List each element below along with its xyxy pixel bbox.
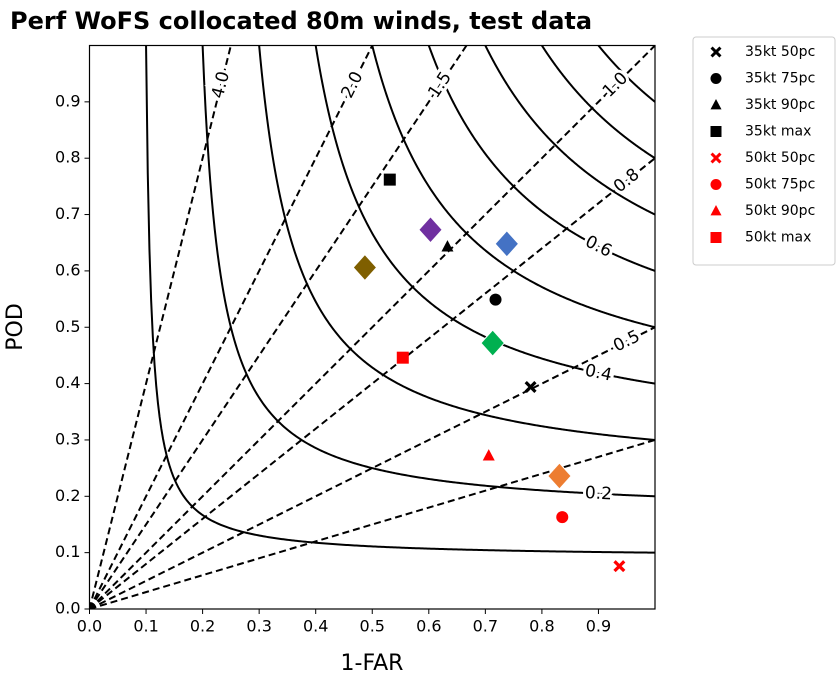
point [482,449,495,461]
bias-line [89,45,468,609]
y-tick-label: 0.3 [55,429,80,448]
chart-title: Perf WoFS collocated 80m winds, test dat… [10,7,592,35]
plot-area [89,45,655,609]
bias-label: 4.0 [208,69,234,100]
csi-contour [314,45,655,385]
y-tick-label: 0.2 [55,486,80,505]
x-tick-label: 0.1 [133,617,158,636]
legend-label: 50kt 75pc [745,177,815,193]
y-tick-label: 0.5 [55,317,80,336]
legend-label: 50kt 90pc [745,203,815,219]
point [547,462,572,490]
x-tick-label: 0.6 [416,617,441,636]
legend-label: 35kt 50pc [745,44,815,60]
csi-contour [597,45,655,103]
legend-label: 35kt max [745,124,811,140]
csi-contour [258,45,655,441]
point [524,380,537,393]
point [613,560,626,573]
x-tick-label: 0.4 [303,617,328,636]
x-tick-label: 0.8 [529,617,554,636]
csi-label: 0.4 [583,361,614,386]
legend-label: 35kt 75pc [745,71,815,87]
point [441,240,454,252]
bias-label: 2.0 [337,68,367,101]
y-tick-label: 0.0 [55,599,80,618]
point [352,253,378,282]
legend-marker [710,232,722,243]
bias-label: 1.0 [599,68,632,101]
point [489,293,502,306]
x-tick-label: 0.7 [473,617,498,636]
csi-label: 0.6 [582,232,615,262]
csi-contour [145,45,655,554]
legend-marker [710,73,722,84]
point [480,329,506,357]
y-tick-label: 0.6 [55,260,80,279]
point [396,351,409,364]
bias-line [89,157,655,609]
legend-label: 35kt 90pc [745,97,815,113]
y-tick-label: 0.7 [55,204,80,223]
legend-marker [710,152,722,164]
legend-box [692,36,836,266]
y-tick-label: 0.4 [55,373,80,392]
csi-label: 0.2 [584,483,612,504]
y-tick-label: 0.9 [55,91,80,110]
legend-marker [710,204,722,216]
point [494,230,520,258]
point [383,173,396,186]
y-tick-label: 0.8 [55,148,80,167]
csi-contour [541,45,655,160]
csi-contour [427,45,655,272]
point [556,511,569,524]
x-tick-label: 0.0 [77,617,102,636]
x-tick-label: 0.5 [360,617,385,636]
legend-label: 50kt 50pc [745,150,815,166]
bias-label: 0.5 [610,326,643,356]
y-tick-label: 0.1 [55,542,80,561]
x-tick-label: 0.9 [586,617,611,636]
legend-marker [710,179,722,190]
point [418,216,443,244]
legend-label: 50kt max [745,230,811,246]
legend-marker [710,126,722,137]
bias-line [89,326,655,609]
csi-contour [484,45,655,216]
x-tick-label: 0.2 [190,617,215,636]
x-axis-label: 1-FAR [341,651,404,676]
bias-line [89,45,655,609]
legend-marker [710,46,722,58]
x-tick-label: 0.3 [246,617,271,636]
legend-marker [710,98,722,110]
y-axis-label: POD [3,303,28,351]
bias-line [89,45,232,609]
bias-line [89,45,374,609]
